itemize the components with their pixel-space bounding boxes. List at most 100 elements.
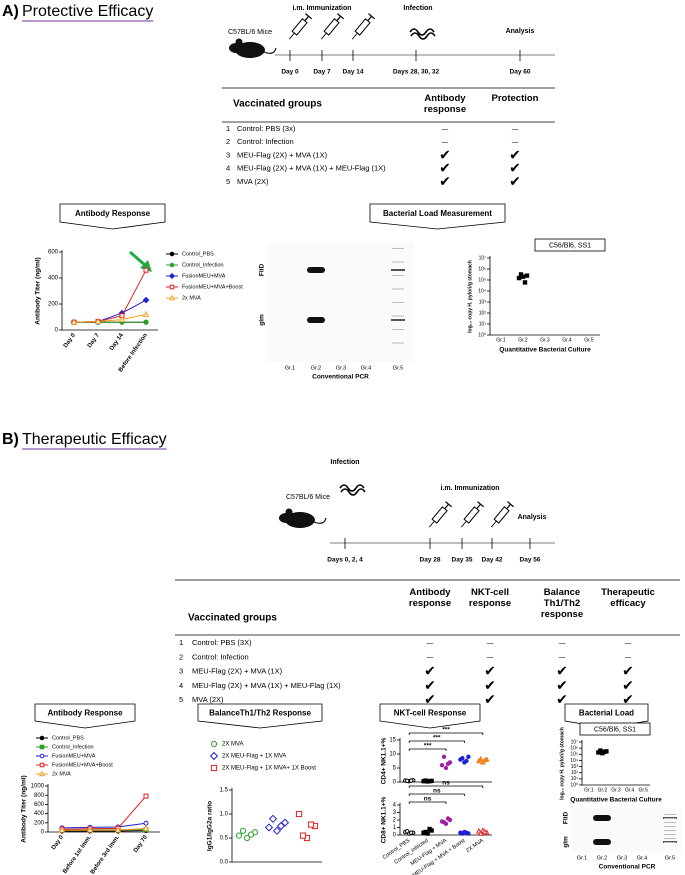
syringe-needle xyxy=(351,32,358,40)
y-tick-label: 800 xyxy=(34,793,45,799)
data-point xyxy=(464,830,469,835)
row-number: 4 xyxy=(226,164,230,173)
data-point xyxy=(70,318,78,325)
data-point xyxy=(481,756,488,763)
significance-bracket xyxy=(408,801,447,804)
gel-lane: Gr.2 xyxy=(311,365,321,371)
legend-label: 2x MVA xyxy=(182,295,201,301)
y-tick-label: 600 xyxy=(34,802,45,808)
row-number: 1 xyxy=(179,638,183,647)
row-group: MEU-Flag (2X) + MVA (1X) + MEU-Flag (1X) xyxy=(192,681,341,690)
ladder-band xyxy=(664,830,676,831)
gel-lane: Gr.3 xyxy=(617,855,627,861)
legend-marker xyxy=(169,294,175,301)
mouse-body xyxy=(235,42,265,58)
syringe-plunger xyxy=(506,503,512,510)
y-tick-label: 400 xyxy=(48,276,59,282)
highlight-arrow xyxy=(129,250,147,268)
legend-marker xyxy=(210,740,218,748)
legend-label: Control_Infection xyxy=(52,744,94,750)
data-point xyxy=(307,821,315,828)
legend-label: FusionMEU+MVA+Boost xyxy=(182,284,243,290)
timeline-phase: Infection xyxy=(403,5,432,12)
y-tick-label: 4 xyxy=(393,803,397,809)
legend-marker xyxy=(169,262,175,268)
gel-lane: Gr.3 xyxy=(336,365,346,371)
data-point xyxy=(409,830,414,835)
x-tick-label: Gr.2 xyxy=(598,787,608,793)
timeline-phase: i.m. Immunization xyxy=(292,5,351,12)
legend-label: 2X MEU-Flag + 1X MVA+ 1X Boost xyxy=(222,766,316,772)
x-tick-label: Gr.3 xyxy=(611,787,621,793)
row-group: MVA (2X) xyxy=(237,177,269,186)
table-header: Balance Th1/Th2 response xyxy=(540,587,584,620)
data-point xyxy=(441,754,447,759)
gel-lane: Gr.1 xyxy=(577,855,587,861)
check-mark: ✔ xyxy=(424,692,436,708)
table-header: Therapeutic efficacy xyxy=(601,587,655,609)
gel-x-label: Conventional PCR xyxy=(312,374,369,381)
label-box xyxy=(579,722,651,736)
ladder-band xyxy=(664,822,676,823)
syringe-plunger xyxy=(336,15,342,22)
data-point xyxy=(295,810,303,818)
gel-band xyxy=(593,839,611,845)
data-point xyxy=(598,748,603,753)
ladder-band xyxy=(392,329,404,330)
row-number: 5 xyxy=(179,695,183,704)
check-mark: ✔ xyxy=(484,664,496,680)
data-point xyxy=(114,826,122,833)
x-tick-label: Gr.1 xyxy=(584,787,594,793)
gel-x-label: Conventional PCR xyxy=(599,864,656,871)
gel-band xyxy=(391,269,405,271)
x-tick-label: Gr.5 xyxy=(638,787,648,793)
check-mark: ✔ xyxy=(439,161,451,177)
y-axis-label: CD4+ NK1.1+% xyxy=(381,737,388,784)
syringe-icon xyxy=(320,13,345,40)
y-tick-label: 200 xyxy=(34,820,45,826)
dash-mark: — xyxy=(487,653,494,661)
timeline-day: Day 60 xyxy=(510,69,531,76)
ladder-band xyxy=(664,842,676,843)
check-mark: ✔ xyxy=(484,678,496,694)
check-mark: ✔ xyxy=(556,678,568,694)
bacterium-icon xyxy=(339,484,366,496)
y-tick-label: 1 xyxy=(393,825,397,831)
data-point xyxy=(118,315,126,323)
gel-lane: Gr.4 xyxy=(637,855,647,861)
gel-band-label: glm xyxy=(563,836,570,848)
banner-label: Bacterial Load xyxy=(579,709,634,718)
y-tick-label: 10¹ xyxy=(479,321,487,327)
data-point xyxy=(481,828,488,835)
highlight-arrowhead xyxy=(140,260,152,272)
y-tick-label: 0 xyxy=(393,833,397,839)
check-mark: ✔ xyxy=(439,174,451,190)
y-axis-label: Antibody Titer (ng/ml) xyxy=(35,257,42,324)
x-tick-label: Before 1st Imm. xyxy=(62,834,93,875)
y-tick-label: 1.5 xyxy=(220,788,229,794)
check-mark: ✔ xyxy=(622,678,634,694)
ladder-band xyxy=(664,838,676,839)
data-point xyxy=(58,826,66,833)
check-mark: ✔ xyxy=(424,664,436,680)
data-point xyxy=(243,834,251,842)
gel-lane: Gr.1 xyxy=(285,365,295,371)
section-banner xyxy=(379,703,481,729)
x-tick-label: Day 14 xyxy=(109,332,125,352)
timeline-day: Day 56 xyxy=(520,557,541,564)
legend-marker xyxy=(39,770,45,777)
row-group: MVA (2X) xyxy=(192,695,224,704)
y-tick-label: 10¹ xyxy=(571,776,579,782)
significance-bracket xyxy=(408,748,447,751)
check-mark: ✔ xyxy=(556,692,568,708)
syringe-grip xyxy=(445,501,453,508)
significance-label: *** xyxy=(433,735,441,742)
syringe-icon xyxy=(288,13,313,40)
row-number: 4 xyxy=(179,681,183,690)
y-tick-label: 10² xyxy=(479,310,487,316)
row-group: MEU-Flag (2X) + MVA (1X) + MEU-Flag (1X) xyxy=(237,164,386,173)
legend-label: Control_PBS xyxy=(182,251,214,257)
y-tick-label: 10⁰ xyxy=(478,332,486,338)
x-axis-label: Quantitative Bacterial Culture xyxy=(499,347,591,354)
significance-bracket xyxy=(408,732,484,735)
